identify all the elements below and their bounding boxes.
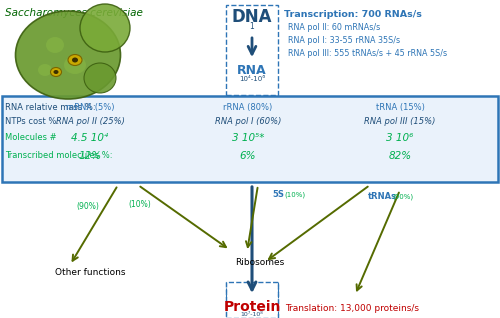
Text: (90%): (90%) [392, 194, 413, 201]
Text: Transcription: 700 RNAs/s: Transcription: 700 RNAs/s [284, 10, 422, 19]
Text: (10%): (10%) [128, 200, 152, 209]
Text: 4.5 10⁴: 4.5 10⁴ [72, 133, 108, 143]
Text: tRNAs: tRNAs [368, 192, 397, 201]
Text: rRNA (80%): rRNA (80%) [224, 103, 272, 112]
Text: RNA pol I: 33-55 rRNA 35S/s: RNA pol I: 33-55 rRNA 35S/s [288, 36, 400, 45]
Text: 5S: 5S [272, 190, 284, 199]
Ellipse shape [72, 58, 78, 63]
Text: RNA pol III (15%): RNA pol III (15%) [364, 117, 436, 126]
Text: 10⁷-10⁸: 10⁷-10⁸ [240, 312, 264, 317]
Text: RNA: RNA [237, 64, 267, 77]
Text: 3 10⁵*: 3 10⁵* [232, 133, 264, 143]
Text: RNA pol III: 555 tRNAs/s + 45 rRNA 5S/s: RNA pol III: 555 tRNAs/s + 45 rRNA 5S/s [288, 49, 447, 58]
Text: NTPs cost %:: NTPs cost %: [5, 117, 59, 126]
Text: Ribosomes: Ribosomes [236, 258, 284, 267]
Text: 6%: 6% [240, 151, 256, 161]
Text: RNA pol II (25%): RNA pol II (25%) [56, 117, 124, 126]
Ellipse shape [54, 70, 59, 74]
Ellipse shape [50, 67, 62, 77]
Text: mRNA (5%): mRNA (5%) [66, 103, 114, 112]
Text: Saccharomyces cerevisiae: Saccharomyces cerevisiae [5, 8, 143, 18]
Text: tRNA (15%): tRNA (15%) [376, 103, 424, 112]
Text: 10⁴-10⁶: 10⁴-10⁶ [239, 76, 265, 82]
Text: (10%): (10%) [284, 192, 305, 198]
Text: RNA relative mass %:: RNA relative mass %: [5, 103, 96, 112]
Ellipse shape [64, 56, 86, 74]
Text: (90%): (90%) [76, 202, 100, 211]
Ellipse shape [80, 4, 130, 52]
Text: 82%: 82% [388, 151, 411, 161]
Ellipse shape [84, 63, 116, 93]
Text: 1: 1 [250, 22, 254, 31]
Text: DNA: DNA [232, 8, 272, 26]
Text: 3 10⁶: 3 10⁶ [386, 133, 413, 143]
Text: Translation: 13,000 proteins/s: Translation: 13,000 proteins/s [285, 304, 419, 313]
Bar [2, 96, 498, 182]
Text: RNA pol I (60%): RNA pol I (60%) [215, 117, 281, 126]
Text: 12%: 12% [78, 151, 102, 161]
Ellipse shape [46, 37, 64, 53]
Ellipse shape [16, 11, 120, 99]
Text: Other functions: Other functions [55, 268, 125, 277]
Text: Molecules #: Molecules # [5, 133, 57, 142]
Text: Protein: Protein [224, 300, 280, 314]
Text: RNA pol II: 60 mRNAs/s: RNA pol II: 60 mRNAs/s [288, 23, 380, 32]
Ellipse shape [68, 54, 82, 66]
Ellipse shape [38, 64, 52, 76]
Text: Transcribed molecules %:: Transcribed molecules %: [5, 151, 112, 160]
